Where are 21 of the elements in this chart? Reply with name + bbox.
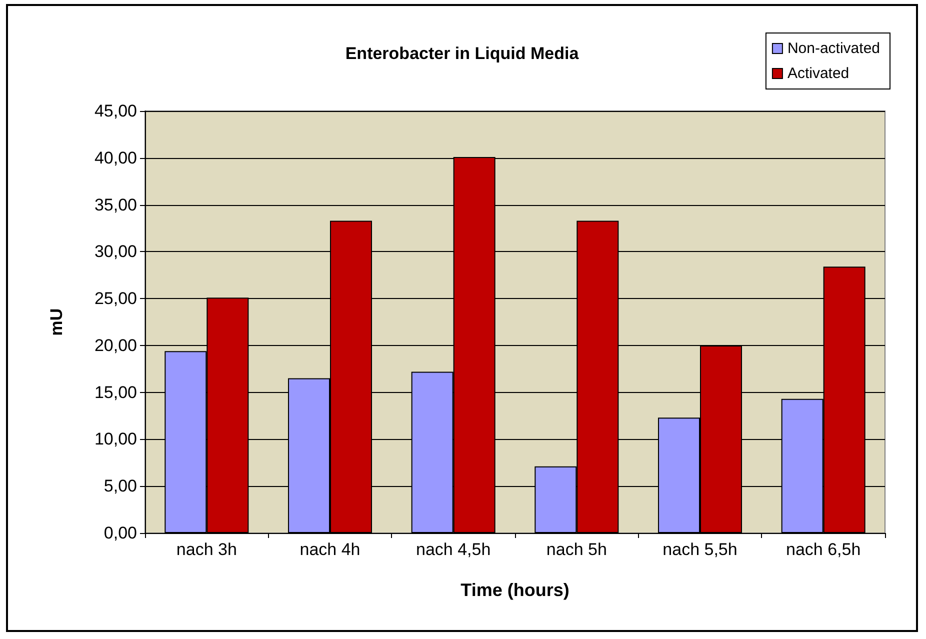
legend-label: Non-activated	[787, 40, 880, 57]
x-tick-label: nach 5h	[546, 540, 607, 559]
y-tick-label: 5,00	[104, 476, 137, 496]
y-tick-label: 30,00	[94, 242, 137, 262]
y-tick-label: 20,00	[94, 336, 137, 355]
legend-label: Activated	[787, 65, 850, 82]
x-axis-title: Time (hours)	[460, 580, 570, 600]
y-tick-label: 40,00	[94, 148, 137, 168]
x-tick-label: nach 4,5h	[416, 540, 491, 559]
y-tick-label: 0,00	[104, 524, 137, 542]
y-tick-label: 15,00	[94, 382, 137, 402]
y-tick-label: 25,00	[94, 289, 137, 308]
y-axis-title: mU	[47, 308, 66, 336]
x-tick-label: nach 5,5h	[662, 540, 738, 559]
x-tick-label: nach 4h	[300, 540, 360, 559]
y-tick-label: 35,00	[94, 195, 137, 214]
y-tick-label: 10,00	[94, 430, 137, 449]
x-tick-label: nach 3h	[176, 540, 237, 559]
chart-title: Enterobacter in Liquid Media	[345, 44, 580, 63]
x-tick-label: nach 6,5h	[786, 540, 861, 559]
y-tick-label: 45,00	[94, 102, 137, 120]
